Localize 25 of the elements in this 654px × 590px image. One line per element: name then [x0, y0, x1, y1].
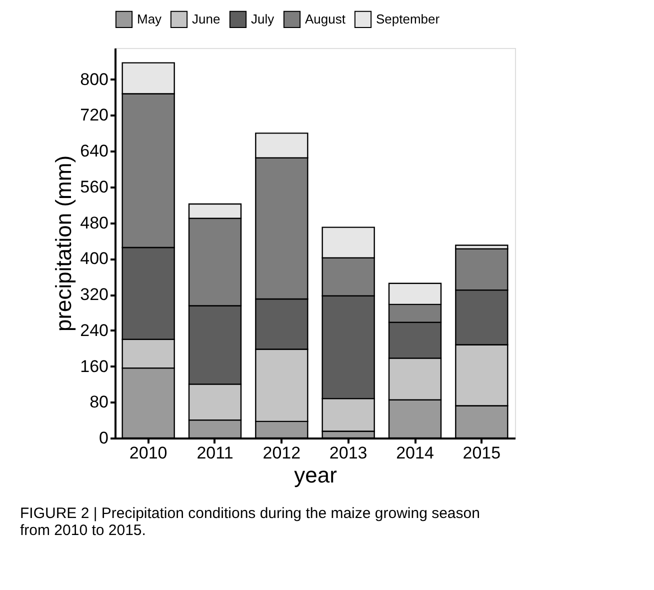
legend-label: September — [376, 11, 440, 26]
y-tick-label: 320 — [80, 285, 108, 304]
x-tick-label: 2015 — [462, 444, 501, 462]
legend-label: July — [251, 11, 275, 26]
x-tick-label: 2010 — [129, 444, 168, 462]
x-tick-label: 2012 — [262, 444, 301, 462]
y-tick-label: 240 — [80, 320, 108, 340]
y-axis-title: precipitation (mm) — [51, 155, 76, 332]
y-tick-label: 0 — [99, 428, 108, 448]
y-tick-label: 400 — [80, 249, 108, 268]
x-tick-label: 2011 — [196, 444, 234, 462]
x-tick-label: 2013 — [329, 444, 368, 462]
legend-label: June — [192, 11, 220, 26]
x-tick-label: 2014 — [396, 444, 434, 462]
y-tick-label: 720 — [80, 106, 108, 125]
legend-label: August — [305, 11, 346, 26]
legend-label: May — [137, 11, 162, 26]
y-tick-label: 560 — [80, 177, 108, 196]
caption: FIGURE 2 | Precipitation conditions during the maize growing season from 2010 to 2015. — [20, 505, 480, 539]
y-tick-label: 160 — [80, 356, 108, 376]
y-tick-label: 80 — [90, 392, 108, 412]
x-axis-title: year — [294, 462, 337, 488]
y-tick-label: 640 — [80, 142, 108, 161]
y-tick-label: 480 — [80, 213, 108, 232]
y-tick-label: 800 — [80, 70, 108, 89]
